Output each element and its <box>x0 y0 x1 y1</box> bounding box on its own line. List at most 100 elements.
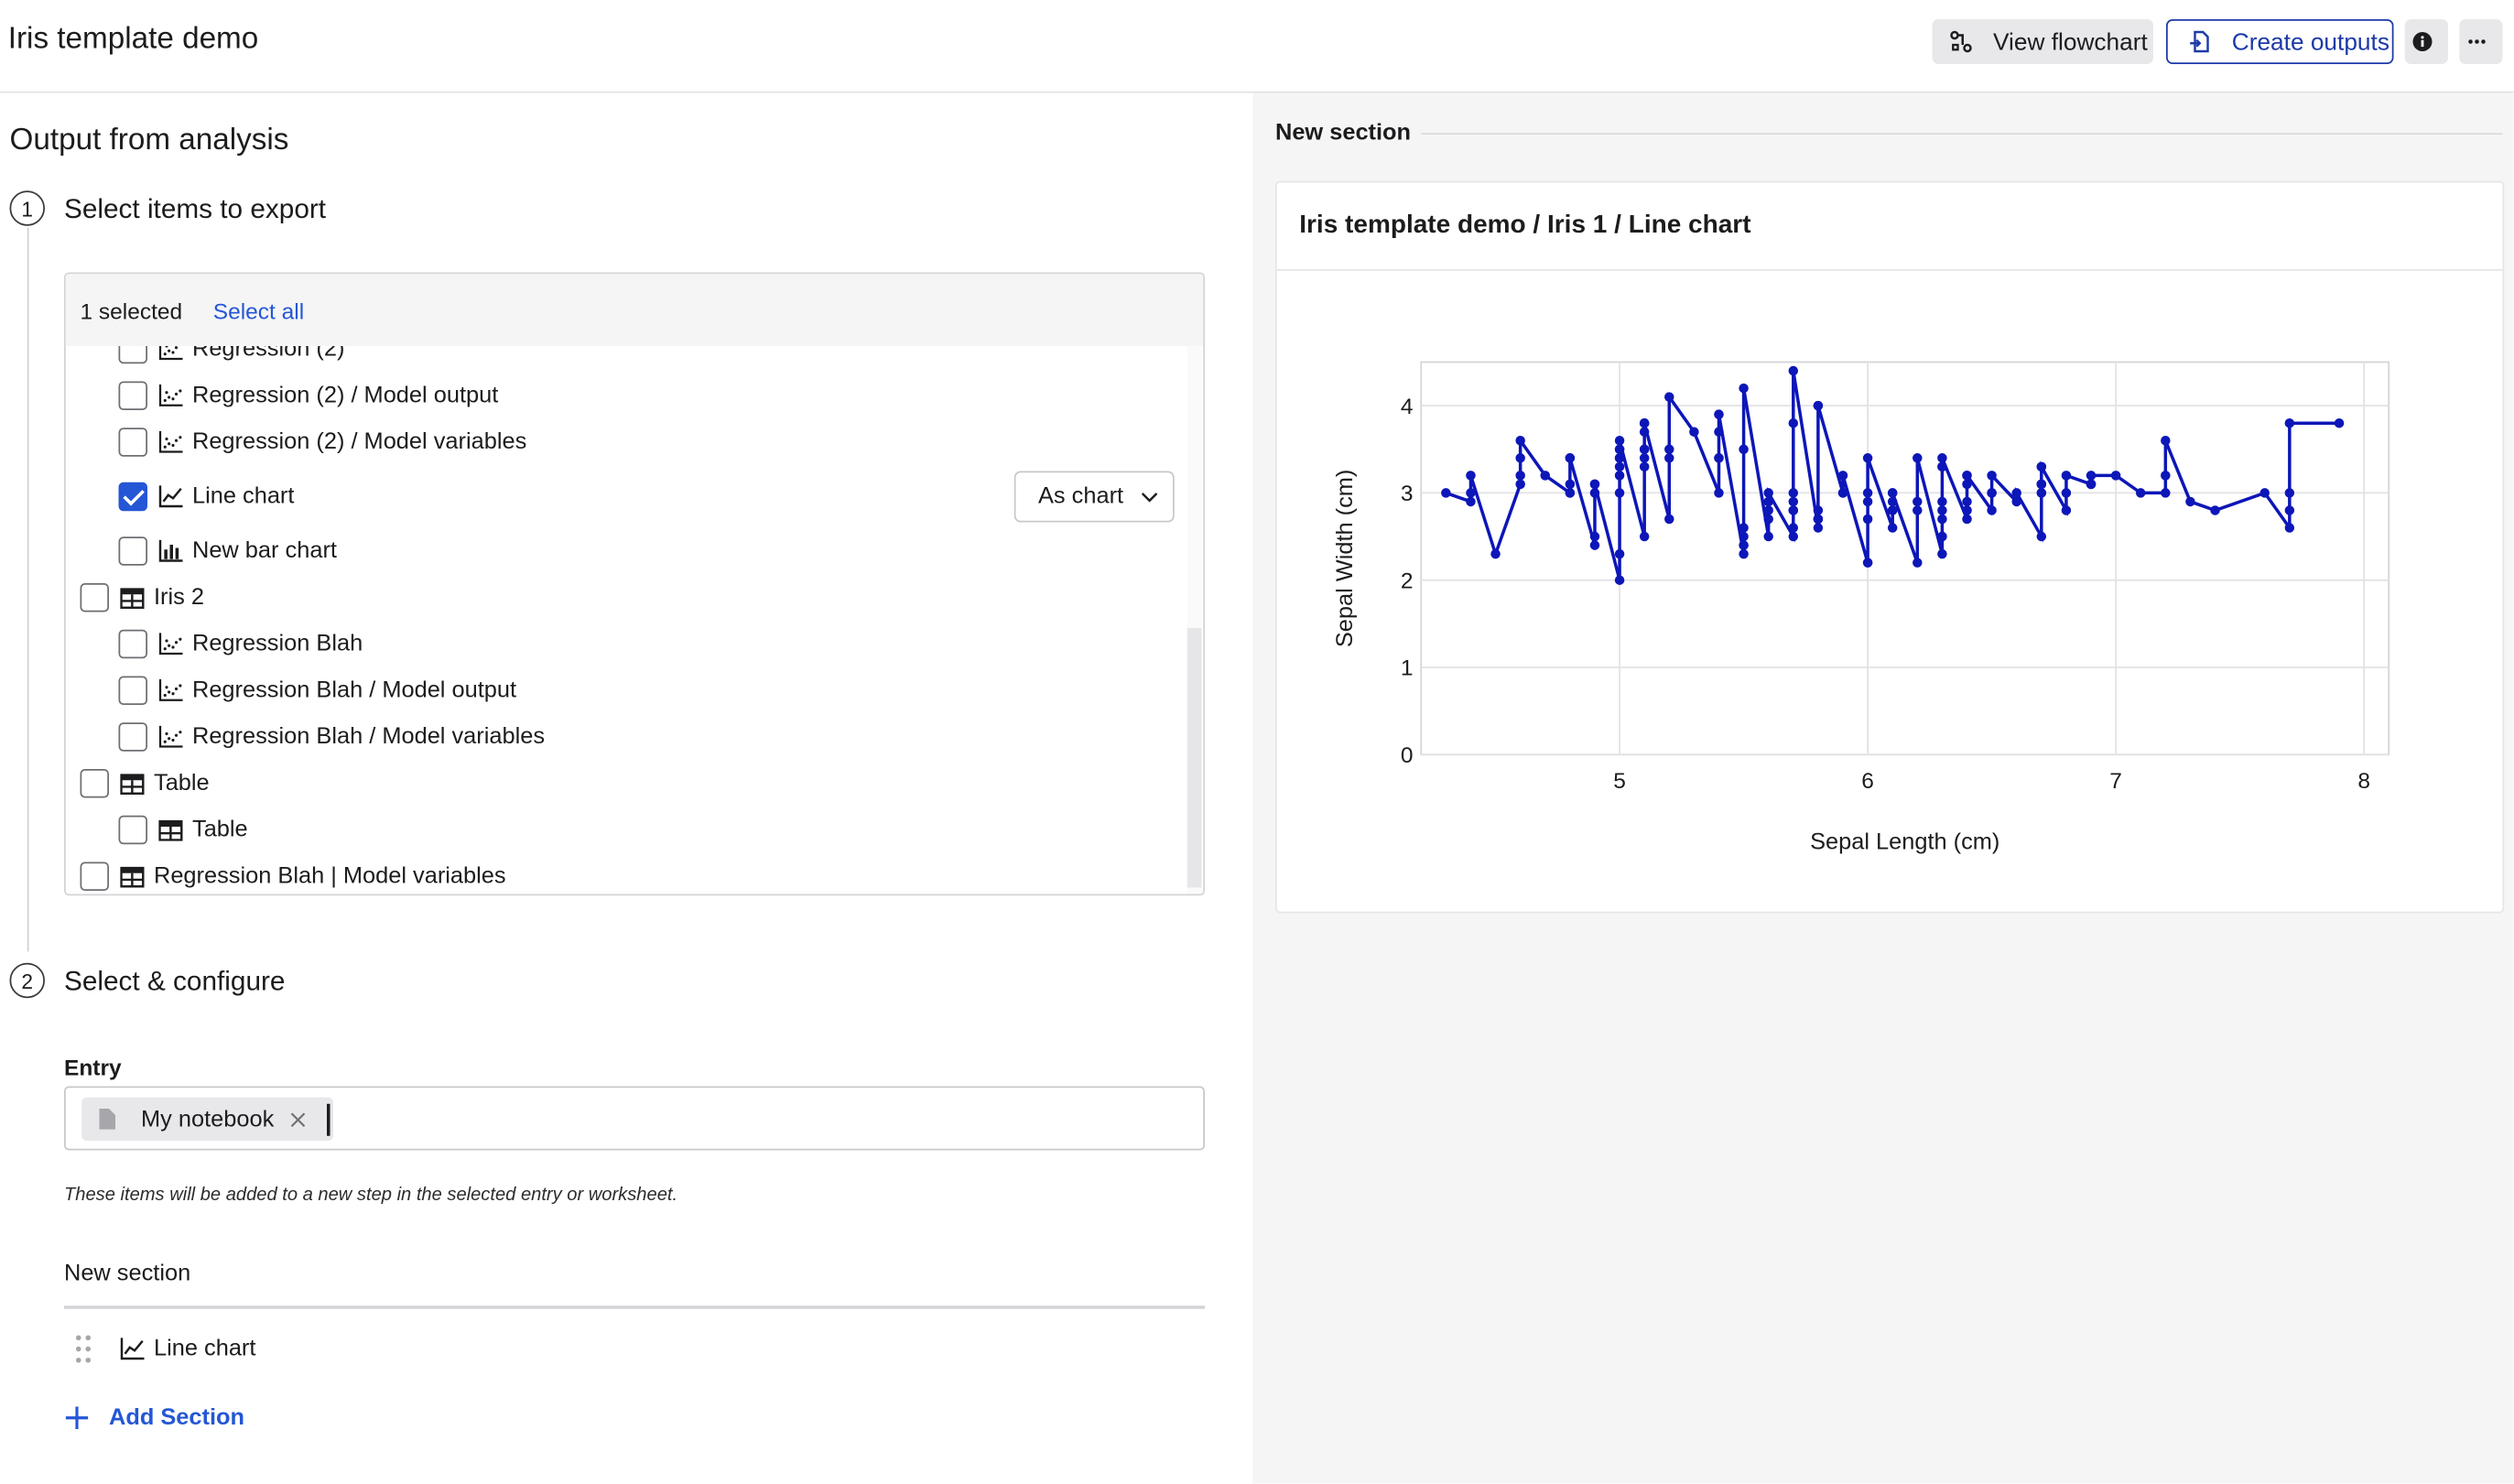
data-point <box>2161 436 2171 446</box>
item-checkbox[interactable] <box>118 381 147 410</box>
list-item-label: Table <box>154 770 210 796</box>
data-point <box>1515 479 1525 490</box>
data-point <box>2284 505 2295 515</box>
list-item[interactable]: Regression Blah / Model variables <box>118 718 545 756</box>
remove-chip-icon[interactable] <box>286 1106 311 1132</box>
data-point <box>1987 488 1997 498</box>
regression-icon <box>157 724 183 750</box>
item-checkbox[interactable] <box>118 722 147 752</box>
step-1-label: Select items to export <box>64 193 327 224</box>
output-format-value: As chart <box>1038 483 1124 510</box>
y-axis-label: Sepal Width (cm) <box>1332 470 1358 647</box>
item-checkbox[interactable] <box>118 629 147 659</box>
data-point <box>1664 514 1674 525</box>
create-outputs-button[interactable]: Create outputs <box>2166 19 2394 64</box>
data-point <box>1565 479 1576 490</box>
item-checkbox[interactable] <box>118 676 147 705</box>
data-point <box>1763 496 1773 507</box>
data-point <box>1937 514 1947 525</box>
list-body[interactable]: As chart Regression (2) Regression (2) / … <box>66 346 1187 894</box>
data-point <box>1813 523 1824 533</box>
entry-hint: These items will be added to a new step … <box>64 1186 678 1205</box>
data-point <box>2284 417 2295 428</box>
data-point <box>1763 531 1773 542</box>
list-item[interactable]: Regression (2) / Model variables <box>118 423 526 461</box>
item-checkbox[interactable] <box>80 861 109 891</box>
plot-area <box>1420 361 2390 756</box>
data-point <box>2259 488 2270 498</box>
table-icon <box>119 771 145 796</box>
y-tick-label: 2 <box>1401 569 1414 593</box>
list-item[interactable]: Regression Blah | Model variables <box>80 857 506 894</box>
text-cursor <box>327 1103 330 1136</box>
data-point <box>1862 488 1873 498</box>
data-point <box>2061 488 2072 498</box>
item-checkbox[interactable] <box>118 428 147 457</box>
data-point <box>1837 471 1848 481</box>
list-item[interactable]: Table <box>80 764 210 803</box>
drag-handle-icon[interactable] <box>70 1335 96 1363</box>
selected-count: 1 selected <box>80 298 183 324</box>
data-point <box>1862 558 1873 568</box>
app-title: Iris template demo <box>7 22 259 57</box>
data-point <box>1913 505 1923 515</box>
more-options-button[interactable] <box>2459 19 2503 64</box>
data-point <box>1664 392 1674 402</box>
data-point <box>1739 548 1749 559</box>
data-point <box>1887 488 1898 498</box>
section-name[interactable]: New section <box>64 1261 191 1287</box>
view-flowchart-label: View flowchart <box>1993 27 2148 56</box>
list-scrollbar[interactable] <box>1187 346 1202 894</box>
item-checkbox[interactable] <box>118 815 147 845</box>
data-point <box>1466 488 1476 498</box>
item-checkbox[interactable] <box>118 346 147 364</box>
item-checkbox[interactable] <box>118 482 147 512</box>
step-2-badge: 2 <box>9 962 45 999</box>
list-item[interactable]: Table <box>118 811 248 850</box>
view-flowchart-button[interactable]: View flowchart <box>1932 19 2153 64</box>
data-point <box>1739 523 1749 533</box>
list-item[interactable]: Regression (2) / Model output <box>118 376 498 415</box>
list-item-label: Iris 2 <box>154 584 204 611</box>
data-point <box>2036 488 2047 498</box>
list-item-label: New bar chart <box>192 538 337 564</box>
add-section-button[interactable]: Add Section <box>64 1405 244 1431</box>
data-point <box>1788 365 1799 376</box>
data-point <box>1466 496 1476 507</box>
data-point <box>1887 496 1898 507</box>
entry-input[interactable]: My notebook <box>64 1086 1205 1151</box>
item-checkbox[interactable] <box>80 583 109 612</box>
list-item[interactable]: Regression Blah <box>118 625 363 664</box>
info-icon <box>2409 29 2434 55</box>
list-item-label: Line chart <box>192 483 295 510</box>
data-point <box>1887 505 1898 515</box>
preview-section-divider <box>1421 133 2503 135</box>
data-point <box>1937 496 1947 507</box>
section-divider <box>64 1305 1205 1309</box>
data-point <box>1589 488 1600 498</box>
scroll-thumb[interactable] <box>1187 628 1202 888</box>
list-item[interactable]: Regression (2) <box>118 346 344 369</box>
item-checkbox[interactable] <box>80 769 109 798</box>
list-item[interactable]: Regression Blah / Model output <box>118 671 516 710</box>
select-all-link[interactable]: Select all <box>212 298 305 324</box>
data-point <box>1739 383 1749 394</box>
add-section-label: Add Section <box>109 1404 245 1431</box>
data-point <box>1714 427 1724 437</box>
list-item[interactable]: Iris 2 <box>80 579 204 617</box>
data-point <box>1887 523 1898 533</box>
data-point <box>1614 488 1625 498</box>
y-tick-label: 3 <box>1401 482 1414 506</box>
list-item[interactable]: Line chart <box>118 478 295 516</box>
section-item[interactable]: Line chart <box>70 1330 255 1369</box>
data-point <box>1962 505 1972 515</box>
item-checkbox[interactable] <box>118 536 147 566</box>
output-format-select[interactable]: As chart <box>1013 471 1175 523</box>
list-item[interactable]: New bar chart <box>118 532 337 570</box>
x-tick-label: 8 <box>2357 769 2370 794</box>
data-point <box>1837 488 1848 498</box>
info-button[interactable] <box>2404 19 2448 64</box>
data-point <box>1714 453 1724 463</box>
data-point <box>1589 479 1600 490</box>
data-point <box>1639 453 1650 463</box>
